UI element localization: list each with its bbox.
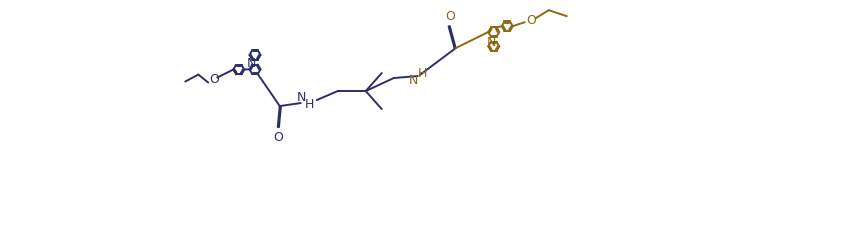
Text: H: H (305, 98, 315, 111)
Text: O: O (272, 131, 283, 144)
Text: N: N (297, 91, 306, 104)
Text: O: O (209, 73, 219, 86)
Text: N: N (409, 74, 419, 86)
Text: H: H (418, 66, 427, 80)
Text: N: N (486, 36, 496, 49)
Text: O: O (445, 10, 454, 22)
Text: O: O (525, 14, 536, 27)
Text: N: N (246, 57, 256, 70)
